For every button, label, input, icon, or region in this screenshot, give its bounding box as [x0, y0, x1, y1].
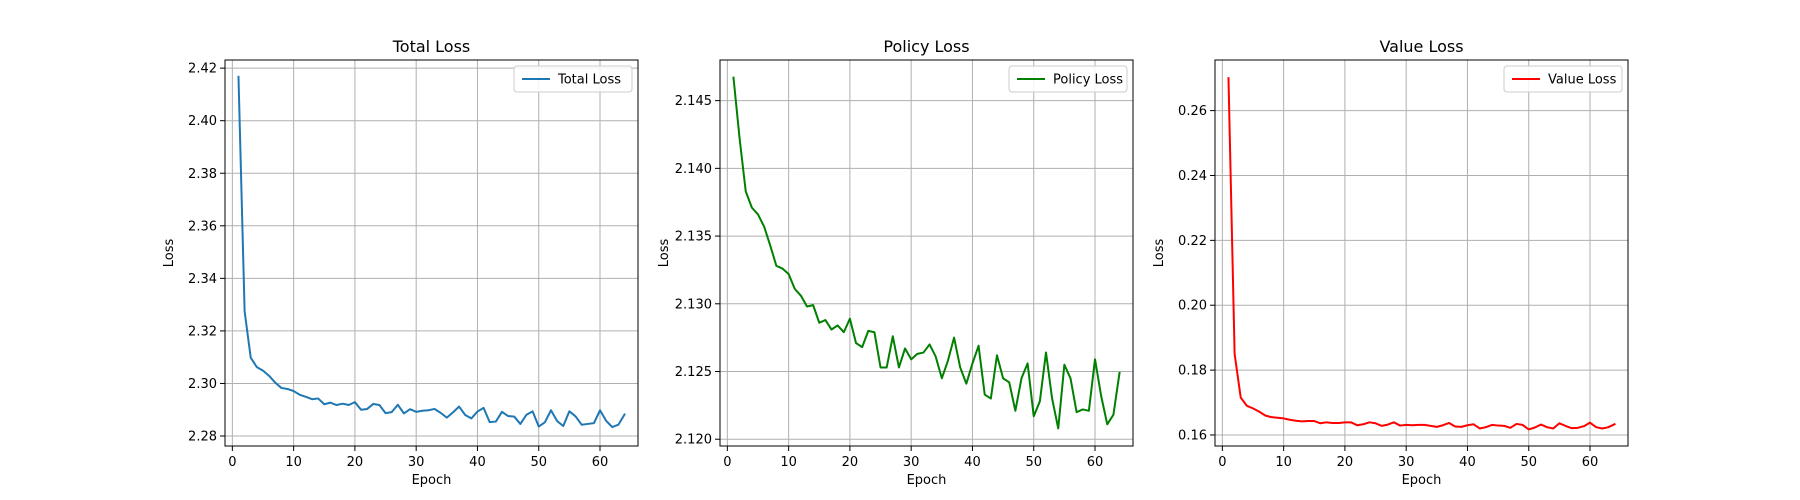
legend-box	[513, 65, 633, 93]
y-tick-label: 0.26	[1178, 104, 1207, 119]
y-tick-label: 2.34	[188, 272, 217, 287]
chart-panel-3: 0 10 20 30 40 50 60 0.16 0.18 0.20 0.22 0.24 0.26 Val…	[1152, 37, 1629, 488]
legend-box	[1503, 65, 1623, 93]
x-tick-label: 50	[1520, 455, 1537, 470]
y-tick-label: 0.24	[1178, 169, 1207, 184]
y-tick-label: 0.16	[1178, 428, 1207, 443]
x-tick-label: 40	[469, 455, 486, 470]
y-tick-label: 0.22	[1178, 234, 1207, 249]
x-tick-label: 50	[1025, 455, 1042, 470]
x-axis-label: Epoch	[412, 473, 452, 488]
chart-panel-2: 0 10 20 30 40 50 60 2.120 2.125 2.130 2.135 2.140 2.…	[657, 37, 1134, 488]
x-tick-label: 60	[1087, 455, 1104, 470]
chart-title: Total Loss	[392, 37, 471, 56]
chart-title: Value Loss	[1379, 37, 1463, 56]
y-axis-label: Loss	[1152, 239, 1167, 268]
x-tick-label: 20	[347, 455, 364, 470]
axes-frame	[1214, 59, 1629, 447]
x-tick-label: 40	[1459, 455, 1476, 470]
axes-frame	[224, 59, 639, 447]
x-tick-label: 30	[1398, 455, 1415, 470]
y-axis-label: Loss	[162, 239, 177, 268]
y-tick-label: 2.140	[675, 162, 712, 177]
x-tick-label: 20	[1337, 455, 1354, 470]
legend-label: Total Loss	[557, 73, 621, 88]
y-tick-label: 2.30	[188, 377, 217, 392]
x-tick-label: 10	[1275, 455, 1292, 470]
y-tick-label: 2.36	[188, 219, 217, 234]
legend-label: Policy Loss	[1053, 73, 1123, 88]
y-tick-label: 2.28	[188, 430, 217, 445]
x-tick-label: 10	[285, 455, 302, 470]
plot-area	[1215, 60, 1628, 446]
x-tick-label: 0	[723, 455, 731, 470]
legend-label: Value Loss	[1548, 73, 1617, 88]
y-tick-label: 2.125	[675, 365, 712, 380]
y-tick-label: 2.32	[188, 324, 217, 339]
x-tick-label: 30	[903, 455, 920, 470]
x-tick-label: 20	[842, 455, 859, 470]
x-tick-label: 50	[530, 455, 547, 470]
x-tick-label: 60	[1582, 455, 1599, 470]
y-tick-label: 2.120	[675, 433, 712, 448]
y-axis-label: Loss	[657, 239, 672, 268]
y-tick-label: 2.40	[188, 114, 217, 129]
axes-frame	[719, 59, 1134, 447]
x-tick-label: 60	[592, 455, 609, 470]
x-tick-label: 0	[1218, 455, 1226, 470]
x-tick-label: 40	[964, 455, 981, 470]
y-tick-label: 2.130	[675, 297, 712, 312]
y-tick-label: 2.42	[188, 62, 217, 77]
x-axis-label: Epoch	[1402, 473, 1442, 488]
series-line	[237, 75, 626, 429]
y-tick-label: 2.38	[188, 167, 217, 182]
chart-title: Policy Loss	[883, 37, 969, 56]
y-tick-label: 2.145	[675, 94, 712, 109]
legend-box	[1008, 65, 1128, 93]
y-tick-label: 2.135	[675, 230, 712, 245]
series-line	[1227, 77, 1616, 431]
chart-panel-1: 0 10 20 30 40 50 60 2.28 2.30 2.32 2.34 2.36 2.38 2.4…	[162, 37, 639, 488]
series-line	[732, 76, 1121, 430]
plot-area	[720, 60, 1133, 446]
y-tick-label: 0.18	[1178, 364, 1207, 379]
x-tick-label: 0	[228, 455, 236, 470]
y-tick-label: 0.20	[1178, 299, 1207, 314]
x-tick-label: 30	[408, 455, 425, 470]
x-axis-label: Epoch	[907, 473, 947, 488]
x-tick-label: 10	[780, 455, 797, 470]
